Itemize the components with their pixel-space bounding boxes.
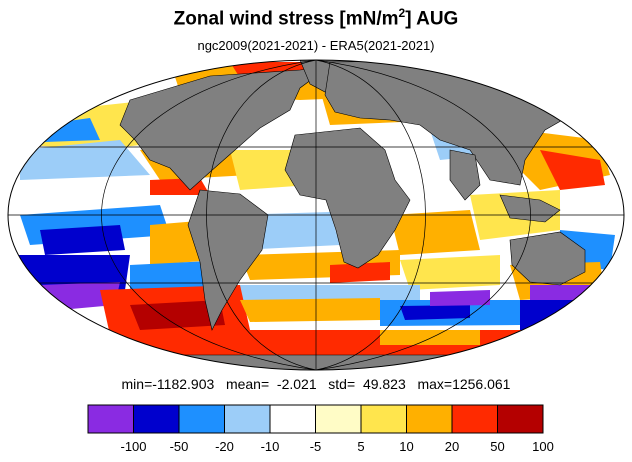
min-label: min= <box>121 376 153 392</box>
mean-label: mean= <box>225 376 270 392</box>
anomaly-patch <box>530 285 590 300</box>
min-value: -1182.903 <box>152 376 215 392</box>
colorbar-bin <box>406 404 453 434</box>
india-asia-south <box>449 149 481 201</box>
map-title: Zonal wind stress [mN/m2] AUG <box>0 6 632 30</box>
anomaly-patch <box>20 140 150 180</box>
colorbar-tick-label: 20 <box>445 439 459 454</box>
anomaly-patch <box>430 290 490 306</box>
title-prefix: Zonal wind stress [mN/m <box>173 8 399 30</box>
anomaly-patch <box>130 300 225 330</box>
anomaly-patch <box>380 330 480 345</box>
meridian-line <box>315 60 531 370</box>
colorbar-tick-label: -10 <box>261 439 280 454</box>
anomaly-patch <box>40 225 125 255</box>
colorbar-tick-label: 10 <box>399 439 413 454</box>
max-label: max= <box>417 376 453 392</box>
stats-line: min=-1182.903 mean= -2.021 std= 49.823 m… <box>0 376 632 392</box>
mean-value: -2.021 <box>276 376 317 392</box>
map-subtitle: ngc2009(2021-2021) - ERA5(2021-2021) <box>197 38 435 53</box>
colorbar-bin <box>315 404 362 434</box>
colorbar-tick-label: -20 <box>215 439 234 454</box>
anomaly-patch <box>540 150 605 190</box>
south-america <box>187 189 269 331</box>
colorbar-bin <box>133 404 180 434</box>
anomaly-patch <box>400 305 470 320</box>
colorbar-tick-label: -50 <box>170 439 189 454</box>
colorbar-bin <box>178 404 225 434</box>
anomaly-patch <box>330 262 390 283</box>
colorbar-tick-label: 100 <box>532 439 554 454</box>
colorbar-bin <box>497 404 544 434</box>
colorbar-tick-label: 5 <box>357 439 364 454</box>
colorbar-bin <box>269 404 316 434</box>
std-label: std= <box>328 376 356 392</box>
colorbar-bin <box>224 404 271 434</box>
colorbar-tick-label: -5 <box>310 439 322 454</box>
title-suffix: ] AUG <box>405 8 459 30</box>
colorbar-tick-label: -100 <box>120 439 146 454</box>
colorbar-bin <box>451 404 498 434</box>
colorbar-bin <box>360 404 407 434</box>
anomaly-patch <box>400 255 500 290</box>
title-superscript: 2 <box>398 6 406 20</box>
max-value: 1256.061 <box>452 376 511 392</box>
std-value: 49.823 <box>362 376 406 392</box>
anomaly-patch <box>240 298 380 322</box>
colorbar-tick-label: 50 <box>490 439 504 454</box>
anomaly-patch <box>390 210 480 255</box>
meridian-line <box>101 60 317 370</box>
map-border <box>7 59 625 371</box>
colorbar-bin <box>87 404 134 434</box>
